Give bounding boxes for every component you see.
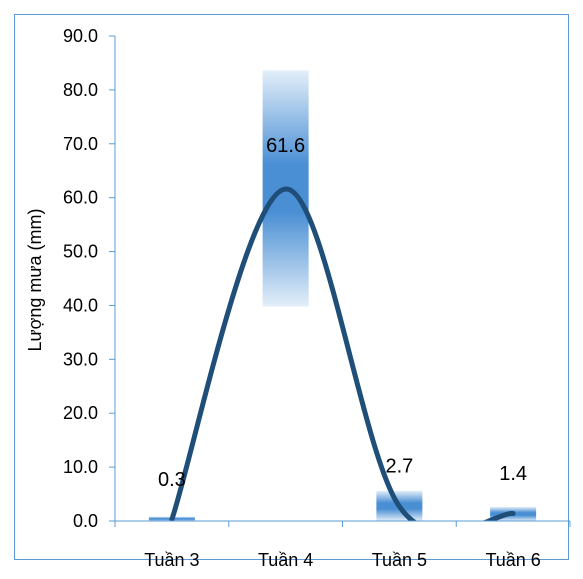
y-tick-label: 80.0	[63, 80, 98, 100]
y-tick-label: 50.0	[63, 242, 98, 262]
x-tick-label: Tuần 6	[485, 550, 540, 570]
chart-border	[14, 14, 569, 560]
y-tick-label: 20.0	[63, 403, 98, 423]
y-tick-label: 90.0	[63, 26, 98, 46]
trend-line	[169, 186, 516, 521]
y-tick-label: 40.0	[63, 295, 98, 315]
data-label: 2.7	[385, 456, 413, 478]
y-axis-title: Lượng mưa (mm)	[25, 209, 45, 352]
data-label: 61.6	[266, 135, 305, 157]
y-tick-label: 60.0	[63, 188, 98, 208]
y-tick-label: 70.0	[63, 134, 98, 154]
y-tick-label: 0.0	[73, 511, 98, 531]
x-tick-label: Tuần 5	[372, 550, 427, 570]
y-tick-label: 30.0	[63, 349, 98, 369]
x-tick-label: Tuần 3	[144, 550, 199, 570]
x-tick-label: Tuần 4	[258, 550, 313, 570]
data-label: 0.3	[158, 469, 186, 491]
y-tick-label: 10.0	[63, 457, 98, 477]
data-label: 1.4	[499, 463, 527, 485]
